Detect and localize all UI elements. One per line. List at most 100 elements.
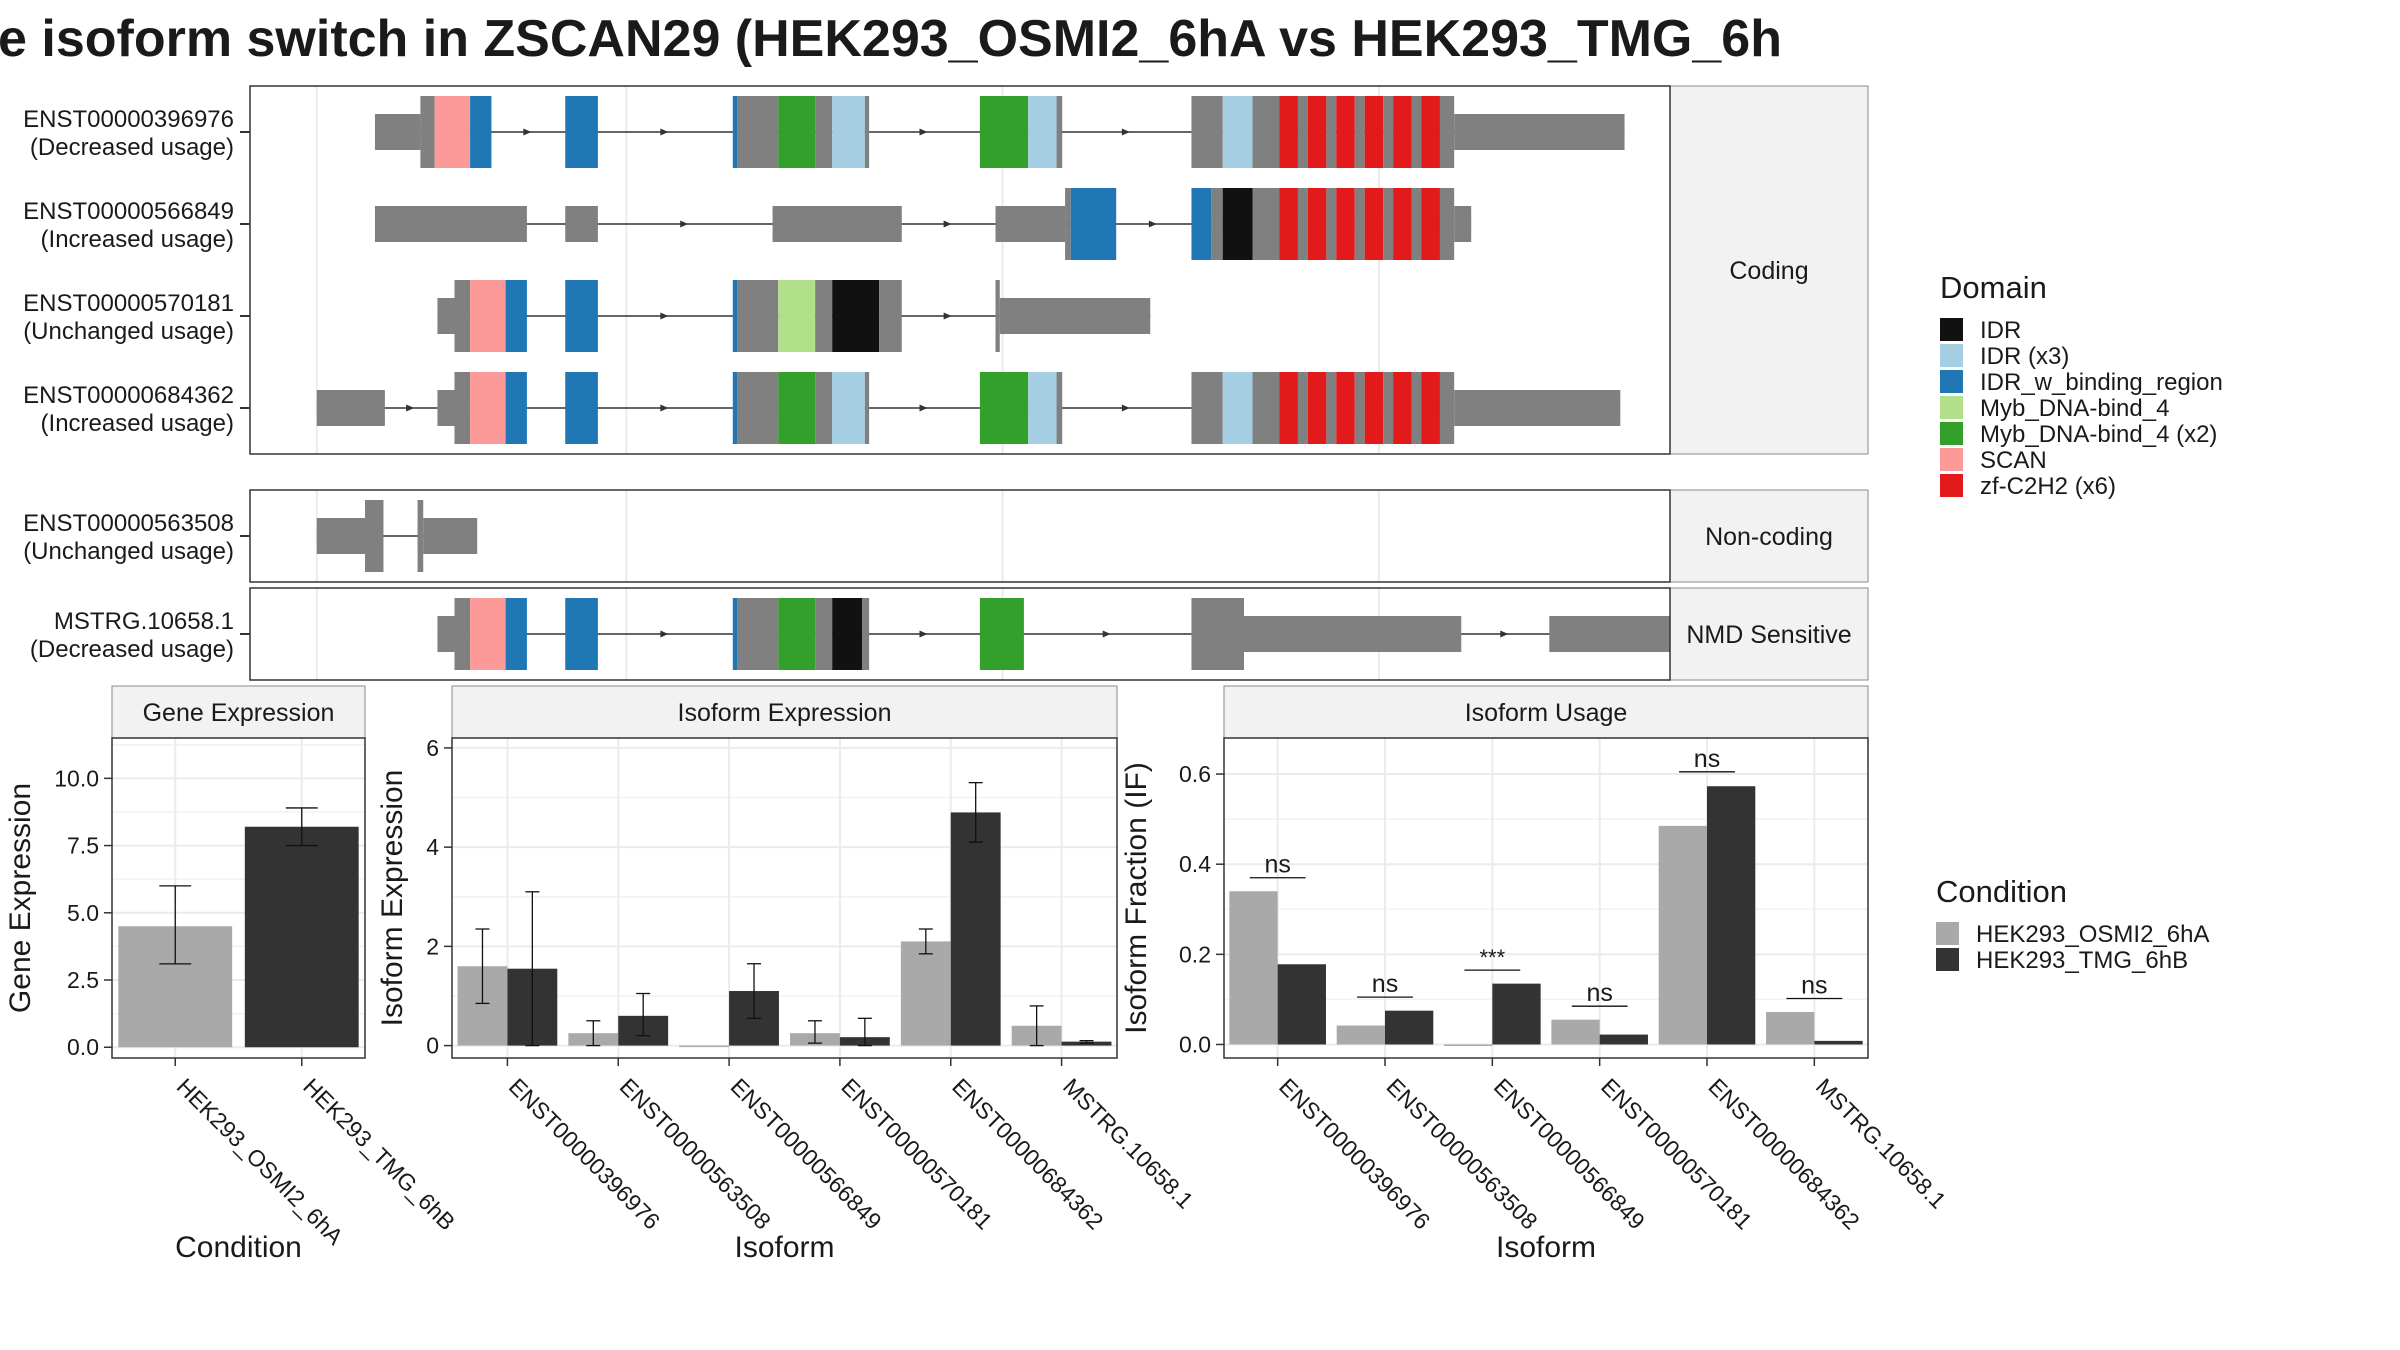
exon-block [1297,372,1308,444]
intron-arrow [943,220,952,228]
facet-strip [1669,489,1869,583]
legend-swatch [1940,474,1963,497]
exon-block [316,390,385,426]
y-tick-label: 2.5 [67,967,99,993]
exon-block [1252,96,1280,168]
facet-strip-label: Non-coding [1705,523,1833,551]
exon-block [1326,96,1337,168]
facet-strip-label: Coding [1729,257,1808,285]
exon-block [1383,372,1394,444]
exon-block [815,96,833,168]
intron-arrow [943,312,952,320]
intron-arrow [1121,128,1130,136]
domain-block [1421,188,1440,260]
exon-block [1297,96,1308,168]
y-axis-title: Isoform Expression [376,770,409,1027]
exon-block [316,518,366,554]
domain-block [1222,188,1253,260]
intron-arrow [660,630,669,638]
bar [679,1045,730,1048]
exon-block [1454,114,1625,150]
exon-block [437,616,455,652]
exon-block [1191,96,1223,168]
domain-block [778,372,816,444]
transcript-usage-label: (Increased usage) [41,226,234,253]
exon-block [1252,372,1280,444]
exon-block [815,372,833,444]
legend-label: Myb_DNA-bind_4 [1980,395,2169,422]
intron-arrow [523,128,532,136]
domain-block [832,372,865,444]
figure-title: e isoform switch in ZSCAN29 (HEK293_OSMI… [0,10,1782,68]
intron-arrow [680,220,689,228]
exon-block [1454,390,1621,426]
y-tick-label: 0.2 [1179,941,1211,967]
intron-arrow [406,404,415,412]
x-axis-title: Isoform [734,1231,834,1264]
legend-swatch [1940,422,1963,445]
domain-block [1364,188,1384,260]
panel-title: Isoform Expression [678,699,892,727]
exon-block [772,206,902,242]
legend-label: IDR_w_binding_region [1980,369,2223,396]
plot-border [1223,737,1869,1059]
y-axis-title: Gene Expression [4,783,37,1013]
significance-label: ns [1694,745,1720,773]
domain-block [1364,96,1384,168]
exon-block [1191,598,1244,670]
exon-block [1411,372,1422,444]
exon-block [423,518,478,554]
exon-block [1439,372,1455,444]
exon-block [1354,188,1365,260]
transcript-id-label: ENST00000563508 [23,510,234,537]
legend-swatch [1936,922,1959,945]
exon-block [995,206,1066,242]
domain-block [470,598,506,670]
domain-block [1336,372,1355,444]
y-tick-label: 0.4 [1179,851,1211,877]
y-tick-label: 0.0 [1179,1031,1211,1057]
exon-block [1326,372,1337,444]
domain-legend-title: Domain [1940,270,2047,305]
exon-block [815,280,833,352]
transcript-usage-label: (Decreased usage) [30,636,234,663]
exon-block [454,598,471,670]
transcript-usage-label: (Increased usage) [41,410,234,437]
exon-block [737,280,779,352]
domain-block [778,96,816,168]
domain-block [979,372,1029,444]
isoform-expression-panel: Isoform Expression0246ENST00000396976ENS… [376,685,1198,1264]
transcript-id-label: ENST00000566849 [23,198,234,225]
condition-legend-title: Condition [1936,874,2067,909]
intron-arrow [660,404,669,412]
exon-block [1439,188,1455,260]
significance-label: ns [1586,979,1612,1007]
domain-block [1307,96,1327,168]
exon-block [565,206,598,242]
domain-block [732,598,738,670]
structure-facet-border [249,489,1671,583]
exon-block [1354,96,1365,168]
legend-swatch [1940,370,1963,393]
exon-block [1244,616,1462,652]
significance-label: ns [1801,972,1827,1000]
exon-block [1454,206,1472,242]
structure-facet-border [249,85,1671,455]
y-tick-label: 2 [426,933,439,959]
domain-block [732,372,738,444]
legend-label: SCAN [1980,447,2047,474]
exon-block [879,280,902,352]
exon-block [454,372,471,444]
x-axis-title: Condition [175,1231,302,1264]
bar [1599,1034,1648,1045]
exon-block [1411,96,1422,168]
domain-block [1222,96,1253,168]
transcript-id-label: ENST00000570181 [23,290,234,317]
domain-block [778,598,816,670]
exon-block [1211,188,1223,260]
plot-background [1224,738,1868,1058]
intron-arrow [919,128,928,136]
domain-block [470,372,506,444]
exon-block [420,96,435,168]
legend-label: Myb_DNA-bind_4 (x2) [1980,421,2217,448]
